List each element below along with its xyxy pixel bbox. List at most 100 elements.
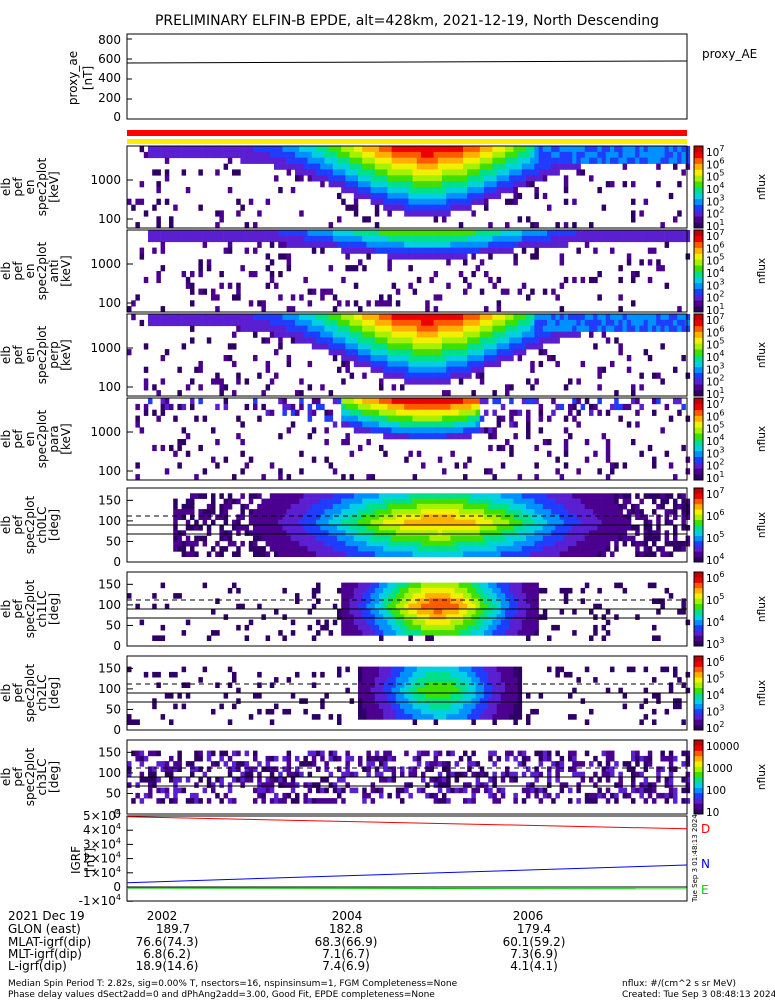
- spectrogram-cell: [358, 259, 363, 266]
- spectrogram-cell: [290, 235, 296, 243]
- spectrogram-cell: [341, 247, 346, 254]
- spectrogram-cell: [316, 587, 321, 594]
- spectrogram-cell: [311, 175, 317, 182]
- spectrogram-cell: [358, 493, 363, 499]
- spectrogram-cell: [257, 693, 262, 699]
- spectrogram-cell: [526, 624, 531, 631]
- spectrogram-cell: [185, 282, 191, 289]
- spectrogram-cell: [404, 204, 409, 211]
- spectrogram-cell: [618, 325, 623, 332]
- spectrogram-cell: [358, 614, 363, 620]
- spectrogram-cell: [517, 603, 523, 610]
- spectrogram-cell: [664, 325, 670, 332]
- spectrogram-cell: [341, 439, 346, 446]
- spectrogram-cell: [677, 540, 682, 547]
- spectrogram-cell: [404, 378, 409, 385]
- spectrogram-cell: [379, 343, 384, 350]
- spectrogram-cell: [467, 503, 472, 510]
- spectrogram-cell: [408, 372, 413, 379]
- spectrogram-cell: [454, 624, 460, 631]
- spectrogram-cell: [534, 157, 539, 164]
- spectrogram-cell: [387, 421, 392, 428]
- spectrogram-cell: [500, 403, 506, 411]
- spectrogram-cell: [463, 498, 468, 505]
- spectrogram-cell: [358, 503, 363, 510]
- spectrogram-cell: [190, 151, 195, 159]
- spectrogram-cell: [404, 157, 409, 164]
- spectrogram-cell: [681, 444, 686, 452]
- spectrogram-cell: [647, 325, 653, 332]
- spectrogram-cell: [383, 551, 388, 557]
- spectrogram-cell: [626, 230, 632, 237]
- spectrogram-cell: [395, 241, 401, 248]
- spectrogram-cell: [471, 587, 476, 594]
- spectrogram-cell: [660, 343, 665, 350]
- spectrogram-cell: [568, 157, 573, 164]
- spectrogram-cell: [530, 530, 535, 536]
- spectrogram-cell: [412, 192, 418, 200]
- spectrogram-cell: [198, 151, 203, 159]
- spectrogram-cell: [362, 519, 367, 526]
- spectrogram-cell: [467, 319, 472, 327]
- spectrogram-cell: [538, 493, 544, 499]
- spectrogram-cell: [681, 498, 686, 505]
- spectrogram-cell: [568, 433, 573, 440]
- spectrogram-cell: [568, 540, 573, 547]
- spectrogram-cell: [597, 187, 602, 194]
- spectrogram-cell: [450, 366, 455, 373]
- spectrogram-cell: [219, 378, 224, 385]
- spectrogram-cell: [320, 319, 325, 327]
- spectrogram-cell: [547, 241, 552, 248]
- spectrogram-cell: [467, 546, 472, 552]
- spectrogram-cell: [391, 433, 397, 440]
- spectrogram-cell: [353, 355, 359, 362]
- spectrogram-cell: [610, 530, 615, 536]
- spectrogram-cell: [391, 337, 397, 344]
- spectrogram-cell: [290, 319, 296, 327]
- spectrogram-cell: [324, 241, 329, 248]
- spectrogram-cell: [353, 331, 359, 338]
- spectrogram-cell: [421, 421, 426, 428]
- spectrogram-cell: [253, 247, 258, 254]
- spectrogram-cell: [681, 230, 686, 237]
- spectrogram-cell: [626, 325, 632, 332]
- spectrogram-cell: [219, 390, 224, 397]
- spectrogram-cell: [563, 598, 569, 604]
- spectrogram-cell: [160, 146, 166, 153]
- colorbar-swatch: [694, 349, 703, 356]
- spectrogram-cell: [387, 498, 392, 505]
- spectrogram-cell: [206, 146, 212, 153]
- spectrogram-cell: [563, 319, 569, 327]
- spectrogram-cell: [391, 509, 397, 515]
- spectrogram-cell: [362, 514, 367, 520]
- spectrogram-cell: [244, 378, 250, 385]
- spectrogram-cell: [454, 519, 460, 526]
- spectrogram-cell: [563, 593, 569, 599]
- spectrogram-cell: [215, 210, 220, 217]
- spectrogram-cell: [463, 146, 468, 153]
- spectrogram-cell: [500, 614, 506, 620]
- spectrogram-cell: [358, 619, 363, 626]
- spectrogram-cell: [282, 525, 287, 531]
- spectrogram-cell: [400, 509, 405, 515]
- spectrogram-cell: [311, 319, 317, 327]
- spectrogram-cell: [605, 325, 611, 332]
- spectrogram-cell: [328, 163, 334, 170]
- spectrogram-cell: [471, 603, 476, 610]
- spectrogram-cell: [374, 210, 380, 217]
- spectrogram-cell: [181, 439, 187, 446]
- spectrogram-cell: [467, 337, 472, 344]
- spectrogram-cell: [475, 337, 481, 344]
- spectrogram-cell: [286, 551, 292, 557]
- spectrogram-cell: [500, 331, 506, 338]
- spectrogram-cell: [618, 509, 623, 515]
- spectrogram-cell: [274, 540, 279, 547]
- spectrogram-cell: [379, 319, 384, 327]
- spectrogram-cell: [500, 235, 506, 243]
- spectrogram-cell: [177, 535, 182, 542]
- spectrogram-cell: [484, 427, 489, 434]
- spectrogram-cell: [278, 468, 283, 475]
- spectrogram-cell: [307, 530, 313, 536]
- spectrogram-cell: [521, 525, 527, 531]
- spectrogram-cell: [425, 409, 430, 416]
